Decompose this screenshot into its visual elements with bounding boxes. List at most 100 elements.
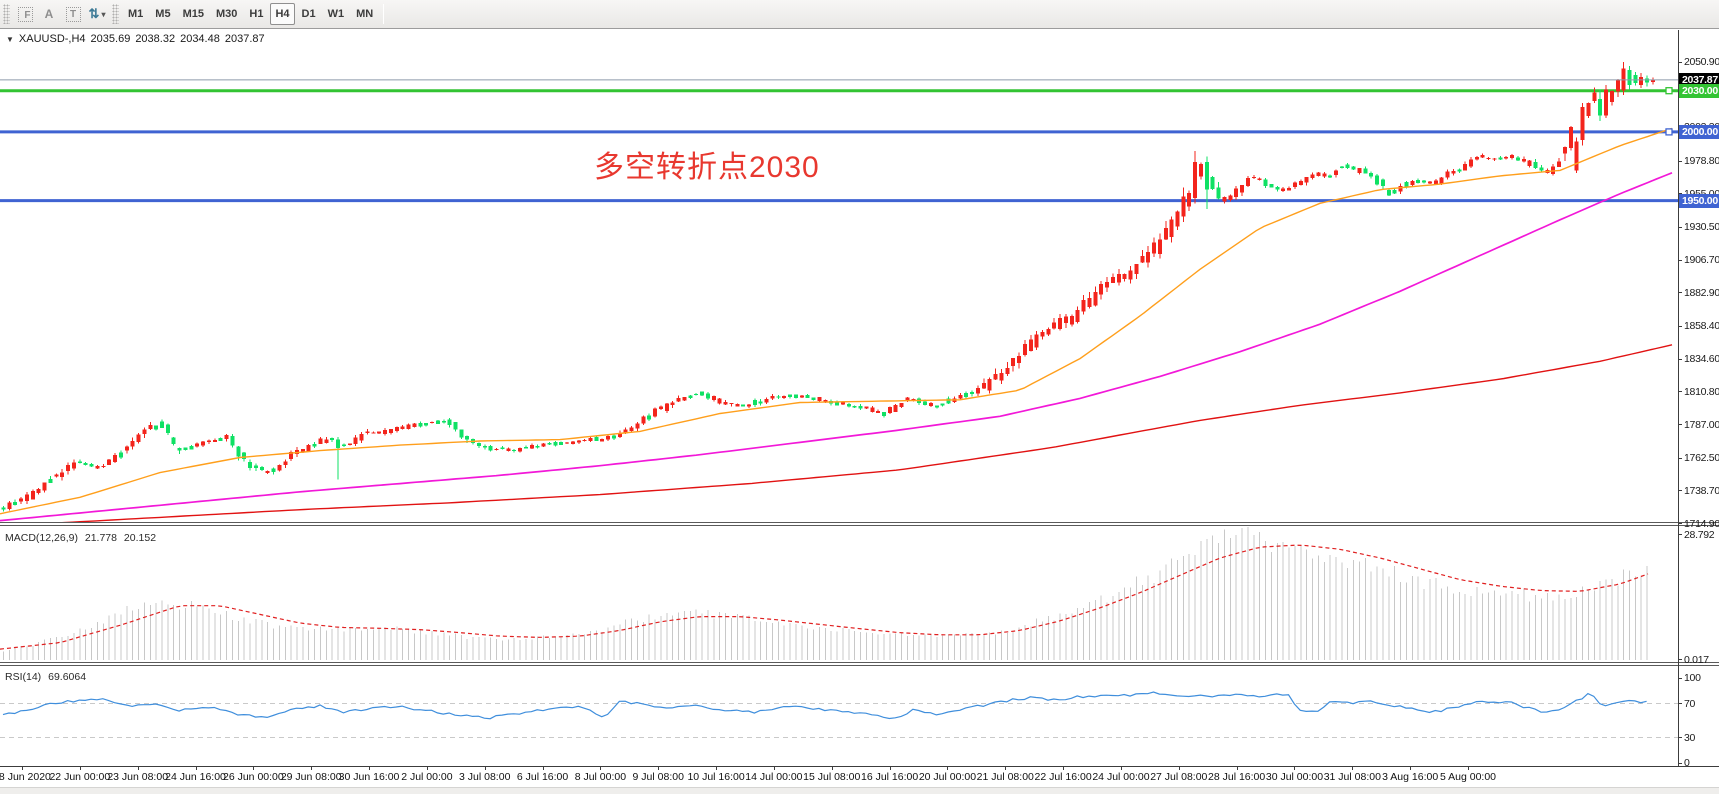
grid-fibo-tool-icon[interactable]: F [14, 3, 36, 25]
price-tick: 1930.50 [1679, 221, 1719, 233]
macd-name: MACD(12,26,9) [5, 532, 78, 544]
timeframe-button-w1[interactable]: W1 [327, 8, 345, 20]
time-tick-label: 18 Jun 2020 [0, 771, 51, 783]
timeframe-button-m15[interactable]: M15 [182, 8, 204, 20]
ohlc-open: 2035.69 [90, 33, 131, 45]
rsi-plot[interactable] [0, 666, 1678, 766]
time-tick-mark [1178, 767, 1180, 770]
time-tick-mark [542, 767, 544, 770]
time-tick-mark [195, 767, 197, 770]
candlestick-plot[interactable] [0, 30, 1678, 523]
macd-indicator-label: MACD(12,26,9) 21.778 20.152 [5, 532, 160, 544]
price-tick: 1738.70 [1679, 485, 1719, 497]
time-tick-mark [1005, 767, 1007, 770]
rsi-tick: 30 [1679, 732, 1695, 744]
time-tick-mark [1120, 767, 1122, 770]
timeframe-button-m5[interactable]: M5 [155, 8, 171, 20]
rsi-tick: 0 [1679, 757, 1690, 769]
price-tick: 1762.50 [1679, 452, 1719, 464]
arrange-tool-icon[interactable]: ⇅ ▾ [88, 6, 106, 21]
macd-tick: 28.792 [1679, 529, 1715, 541]
time-tick-label: 6 Jul 16:00 [516, 771, 569, 783]
time-tick-mark [716, 767, 718, 770]
chart-window: ▼ XAUUSD-,H4 2035.69 2038.32 2034.48 203… [0, 30, 1719, 794]
panel-divider-macd[interactable] [0, 522, 1719, 526]
text-tool-icon[interactable]: T [62, 3, 84, 25]
time-tick-mark [426, 767, 428, 770]
rsi-tick: 70 [1679, 698, 1695, 710]
time-tick-mark [1352, 767, 1354, 770]
time-tick-label: 28 Jul 16:00 [1208, 771, 1266, 783]
time-tick-label: 8 Jul 00:00 [574, 771, 627, 783]
ma-fast-orange [0, 127, 1673, 515]
time-tick-label: 16 Jul 16:00 [860, 771, 919, 783]
time-tick-mark [253, 767, 255, 770]
ma-slow-red [43, 344, 1673, 523]
price-tick: 1787.00 [1679, 419, 1719, 431]
time-tick-mark [1294, 767, 1296, 770]
toolbar: F A T ⇅ ▾ M1 M5 M15 M30 H1 H4 D1 W1 MN [0, 0, 1719, 29]
ma-mid-magenta [0, 172, 1673, 522]
time-tick-label: 30 Jun 16:00 [338, 771, 400, 783]
ohlc-low: 2034.48 [180, 33, 220, 45]
timeframe-button-h4[interactable]: H4 [270, 3, 295, 25]
hline-handle [1665, 128, 1673, 136]
symbol-period-label: XAUUSD-,H4 [18, 33, 86, 45]
collapse-icon[interactable]: ▼ [6, 34, 14, 44]
price-axis[interactable]: 2050.902027.102003.301978.801955.001930.… [1679, 30, 1719, 530]
time-tick-mark [79, 767, 81, 770]
time-tick-label: 14 Jul 00:00 [745, 771, 803, 783]
timeframe-button-h1[interactable]: H1 [249, 8, 264, 20]
rsi-tick: 100 [1679, 672, 1701, 684]
drawing-tools-group: F A T ⇅ ▾ [13, 3, 109, 25]
price-tick: 2050.90 [1679, 56, 1719, 68]
time-tick-label: 3 Jul 08:00 [459, 771, 511, 783]
toolbar-drag-handle[interactable] [3, 4, 10, 24]
time-tick-label: 26 Jun 00:00 [223, 771, 284, 783]
time-tick-mark [1236, 767, 1238, 770]
timeframe-button-d1[interactable]: D1 [301, 8, 316, 20]
timeframe-button-m1[interactable]: M1 [128, 8, 144, 20]
rsi-line [2, 691, 1647, 720]
price-badge: 2030.00 [1679, 83, 1719, 98]
time-tick-label: 5 Aug 00:00 [1439, 771, 1497, 783]
ohlc-high: 2038.32 [135, 33, 176, 45]
time-tick-label: 10 Jul 16:00 [687, 771, 745, 783]
time-tick-label: 15 Jul 08:00 [803, 771, 861, 783]
ohlc-close: 2037.87 [224, 33, 265, 45]
time-tick-mark [947, 767, 949, 770]
time-tick-label: 9 Jul 08:00 [632, 771, 684, 783]
rsi-value: 69.6064 [48, 671, 87, 683]
macd-signal-value: 20.152 [123, 532, 157, 544]
time-tick-mark [484, 767, 486, 770]
time-tick-label: 29 Jun 08:00 [280, 771, 342, 783]
time-tick-label: 30 Jul 00:00 [1265, 771, 1324, 783]
time-tick-label: 23 Jun 08:00 [107, 771, 169, 783]
timeframes-drag-handle[interactable] [112, 4, 119, 24]
rsi-indicator-label: RSI(14) 69.6064 [5, 671, 90, 683]
time-tick-mark [773, 767, 775, 770]
time-tick-mark [600, 767, 602, 770]
chart-annotation-text[interactable]: 多空转折点2030 [594, 151, 820, 184]
price-badge: 2000.00 [1679, 124, 1719, 139]
macd-axis: 28.792 0.017 [1679, 526, 1719, 666]
text-label-tool-icon[interactable]: A [44, 7, 54, 21]
price-tick: 1714.90 [1679, 518, 1719, 530]
time-tick-label: 22 Jul 16:00 [1034, 771, 1092, 783]
time-tick-label: 20 Jul 00:00 [918, 771, 977, 783]
timeframe-button-mn[interactable]: MN [356, 8, 374, 20]
macd-plot[interactable] [0, 526, 1678, 662]
dropdown-caret-icon[interactable]: ▾ [101, 9, 106, 19]
toolbar-separator [383, 4, 385, 24]
price-tick: 1810.80 [1679, 386, 1719, 398]
rsi-axis: 100 70 30 0 [1679, 666, 1719, 769]
time-tick-label: 24 Jun 16:00 [165, 771, 226, 783]
price-tick: 1906.70 [1679, 254, 1719, 266]
timeframe-button-m30[interactable]: M30 [215, 8, 238, 20]
panel-divider-rsi[interactable] [0, 662, 1719, 666]
macd-main-value: 21.778 [84, 532, 117, 544]
hline-handle [1665, 87, 1673, 95]
time-axis-border [0, 766, 1719, 767]
price-tick: 1882.90 [1679, 287, 1719, 299]
